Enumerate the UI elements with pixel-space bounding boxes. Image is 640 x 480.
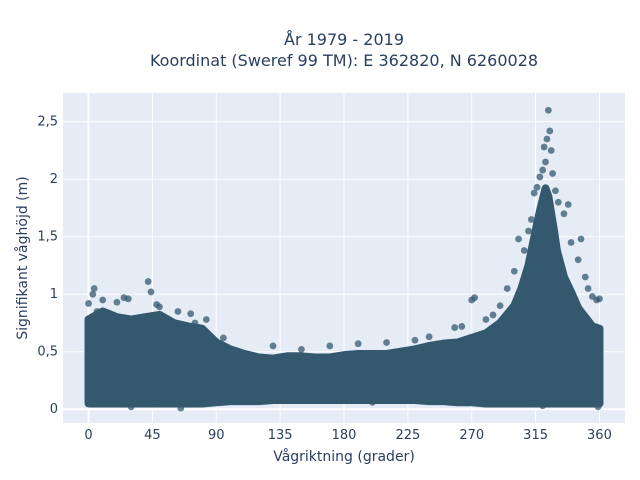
- data-point: [564, 201, 572, 208]
- y-axis-title: Signifikant våghöjd (m): [14, 176, 31, 339]
- y-tick-label: 2,5: [37, 115, 58, 130]
- data-point: [202, 316, 210, 323]
- data-point: [458, 323, 466, 330]
- data-point: [547, 147, 555, 154]
- data-points: [85, 106, 603, 412]
- data-point: [567, 239, 575, 246]
- data-point: [577, 235, 585, 243]
- data-point: [471, 294, 478, 302]
- data-point: [489, 311, 497, 319]
- data-point: [496, 302, 504, 310]
- x-tick-label: 315: [523, 428, 548, 443]
- data-point: [554, 198, 562, 206]
- data-point: [594, 403, 602, 411]
- data-point: [219, 334, 227, 342]
- data-point: [540, 143, 548, 151]
- data-point: [503, 285, 511, 292]
- data-point: [530, 189, 538, 197]
- data-point: [533, 183, 541, 191]
- data-point: [89, 290, 97, 298]
- y-tick-label: 0: [50, 402, 58, 417]
- data-point: [411, 336, 419, 344]
- y-tick-label: 1: [50, 287, 58, 302]
- data-point: [127, 403, 135, 411]
- data-point: [156, 303, 163, 311]
- data-point: [482, 316, 490, 323]
- x-tick-label: 360: [587, 428, 612, 443]
- data-point: [93, 308, 101, 315]
- data-point: [584, 285, 592, 292]
- data-point: [543, 135, 551, 143]
- data-point: [147, 288, 155, 296]
- data-point: [552, 187, 559, 195]
- y-tick-label: 0,5: [37, 345, 58, 360]
- x-tick-label: 180: [332, 428, 357, 443]
- data-point: [113, 298, 121, 306]
- data-point: [520, 247, 528, 254]
- y-tick-labels: 0 0,5 1 1,5 2 2,5: [37, 115, 58, 417]
- data-point: [85, 400, 92, 407]
- x-tick-label: 270: [459, 428, 484, 443]
- data-point: [269, 342, 277, 350]
- data-point: [510, 267, 518, 275]
- data-point: [124, 295, 132, 303]
- data-point: [144, 278, 152, 285]
- data-point: [451, 324, 459, 331]
- data-point: [536, 173, 544, 181]
- chart-title-line1: År 1979 - 2019: [284, 30, 404, 49]
- data-point: [542, 158, 549, 166]
- data-point: [191, 319, 199, 327]
- data-point: [368, 398, 376, 406]
- data-point: [525, 227, 532, 235]
- data-point: [425, 333, 433, 341]
- chart-title-line2: Koordinat (Sweref 99 TM): E 362820, N 62…: [150, 51, 538, 70]
- data-point: [581, 273, 589, 281]
- data-point: [85, 300, 92, 307]
- x-tick-label: 135: [268, 428, 293, 443]
- data-point: [544, 106, 552, 114]
- data-point: [187, 310, 195, 318]
- data-point: [574, 256, 582, 264]
- data-point: [354, 340, 362, 348]
- data-point: [539, 166, 547, 174]
- data-point: [539, 402, 547, 410]
- data-point: [515, 235, 522, 243]
- data-point: [174, 308, 182, 315]
- data-point: [177, 404, 185, 412]
- data-point: [560, 210, 568, 218]
- data-point: [527, 216, 535, 223]
- data-point: [596, 295, 603, 303]
- y-tick-label: 2: [50, 172, 58, 187]
- x-tick-labels: 0 45 90 135 180 225 270 315 360: [84, 428, 611, 443]
- x-axis-title: Vågriktning (grader): [273, 448, 415, 465]
- data-point: [99, 296, 107, 304]
- y-tick-label: 1,5: [37, 230, 58, 245]
- data-point: [546, 127, 554, 135]
- x-tick-label: 225: [395, 428, 420, 443]
- data-point: [298, 346, 305, 353]
- data-point: [549, 170, 557, 177]
- data-point: [90, 285, 98, 292]
- point-cloud: [84, 184, 604, 408]
- x-tick-label: 45: [144, 428, 161, 443]
- x-tick-label: 90: [208, 428, 225, 443]
- data-point: [326, 342, 334, 350]
- x-tick-label: 0: [84, 428, 92, 443]
- dense-point-cloud: [84, 184, 604, 408]
- data-point: [383, 339, 390, 346]
